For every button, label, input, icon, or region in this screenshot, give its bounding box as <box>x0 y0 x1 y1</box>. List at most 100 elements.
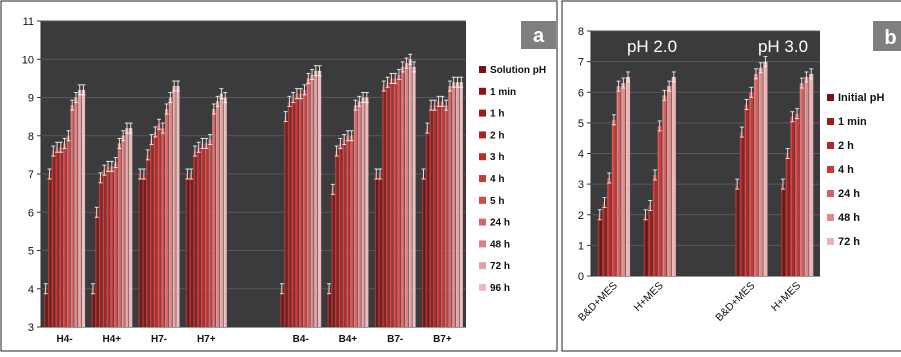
bar-highlight <box>452 82 454 327</box>
bar <box>153 131 157 327</box>
legend-label: Solution pH <box>490 65 546 76</box>
bar <box>597 214 602 276</box>
bar-highlight <box>382 86 384 328</box>
bar <box>125 128 129 327</box>
bar-highlight <box>780 184 783 276</box>
bar-highlight <box>189 174 191 327</box>
bar <box>55 147 59 327</box>
bar <box>346 135 350 327</box>
bar <box>448 86 452 328</box>
bar <box>78 89 82 327</box>
bar <box>421 174 426 327</box>
bar <box>91 288 95 327</box>
bar <box>785 153 790 276</box>
bar-highlight <box>193 151 195 327</box>
bar <box>102 170 106 327</box>
y-tick-label: 3 <box>28 322 34 334</box>
bar <box>657 125 662 276</box>
bar <box>81 89 86 327</box>
bar <box>142 174 146 327</box>
bar-highlight <box>389 78 392 327</box>
bar <box>165 108 169 327</box>
bar <box>365 97 369 327</box>
bar-highlight <box>365 97 367 327</box>
bar-highlight <box>219 93 222 327</box>
bar <box>735 184 740 276</box>
bar <box>652 174 658 276</box>
bar-highlight <box>81 89 84 327</box>
bar-highlight <box>421 174 424 327</box>
bar <box>284 116 288 327</box>
bar-highlight <box>47 174 50 327</box>
legend-label: 4 h <box>838 164 854 176</box>
y-tick-label: 8 <box>28 131 34 143</box>
bar <box>318 70 322 327</box>
y-tick-label: 4 <box>28 284 34 296</box>
bar-highlight <box>662 95 665 276</box>
legend-swatch <box>479 218 486 226</box>
bar-highlight <box>616 86 619 276</box>
panel-letter-box <box>521 21 556 49</box>
y-tick-label: 6 <box>578 87 584 99</box>
bar-highlight <box>125 128 127 327</box>
bar <box>393 78 397 327</box>
bar-highlight <box>168 97 171 327</box>
bar-highlight <box>758 67 761 276</box>
bar <box>223 97 227 327</box>
legend-swatch <box>827 94 834 101</box>
bar-highlight <box>648 205 650 276</box>
bar <box>607 178 612 276</box>
bar <box>121 135 125 327</box>
bar-highlight <box>114 162 116 327</box>
bar <box>44 288 48 327</box>
bar <box>193 151 197 327</box>
bar-highlight <box>331 189 333 327</box>
bar <box>295 93 299 327</box>
bar-highlight <box>785 153 788 276</box>
bar <box>374 174 378 327</box>
bar-highlight <box>287 101 290 327</box>
bar <box>146 154 150 327</box>
bar-highlight <box>121 135 123 327</box>
panel-letter-box <box>873 21 901 51</box>
bar-highlight <box>129 128 131 327</box>
bar-highlight <box>799 83 802 276</box>
bar <box>780 184 786 276</box>
bar <box>314 70 318 327</box>
bar-highlight <box>657 125 660 276</box>
bar <box>455 82 460 327</box>
panel-letter: b <box>884 27 896 49</box>
bar-highlight <box>306 78 309 327</box>
y-tick-label: 7 <box>28 169 34 181</box>
bar <box>440 101 444 327</box>
bar <box>138 174 142 327</box>
bar <box>621 83 626 276</box>
legend-swatch <box>827 142 834 149</box>
bar <box>795 113 800 276</box>
bar-highlight <box>335 151 337 327</box>
bar <box>602 202 607 276</box>
bar <box>157 124 161 328</box>
bar <box>804 76 809 276</box>
bar <box>172 86 176 328</box>
bar-highlight <box>444 105 446 328</box>
bar <box>338 143 342 327</box>
y-tick-label: 2 <box>578 210 584 222</box>
bar-highlight <box>216 101 218 327</box>
bar <box>110 166 114 327</box>
bar-highlight <box>208 139 210 327</box>
bar-highlight <box>138 174 140 327</box>
bar-highlight <box>342 139 344 327</box>
bar-highlight <box>172 86 174 328</box>
bar <box>306 78 310 327</box>
bar <box>291 97 295 327</box>
bar-highlight <box>59 147 61 327</box>
bar-highlight <box>437 101 439 327</box>
y-tick-label: 1 <box>578 240 584 252</box>
legend-label: 1 min <box>490 87 516 98</box>
bar <box>459 82 463 327</box>
bar-highlight <box>412 66 414 328</box>
legend-label: 24 h <box>490 218 510 229</box>
bar <box>212 108 216 327</box>
